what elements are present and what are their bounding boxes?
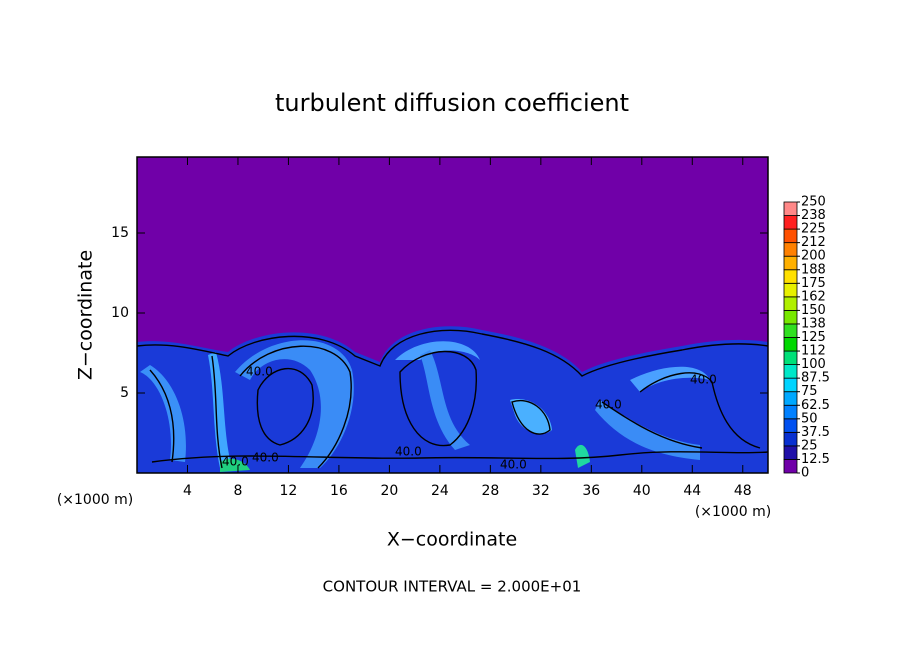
colorbar-swatch: [783, 391, 798, 406]
plot-frame: [136, 156, 769, 474]
colorbar-swatch: [783, 242, 798, 257]
x-tick-label: 36: [582, 483, 600, 499]
x-tick-label: 48: [734, 483, 752, 499]
colorbar-tick-label: 87.5: [801, 371, 830, 386]
colorbar-swatch: [783, 445, 798, 460]
contour-label: 40.0: [690, 373, 717, 387]
colorbar-tick-label: 100: [801, 357, 826, 372]
contour-label: 40.0: [595, 398, 622, 412]
field-region: [395, 341, 480, 360]
field-region: [137, 326, 768, 473]
x-axis-label: X−coordinate: [387, 529, 517, 551]
colorbar-tick-label: 175: [801, 276, 826, 291]
x-tick-label: 16: [330, 483, 348, 499]
colorbar-swatch: [783, 364, 798, 379]
chart-title: turbulent diffusion coefficient: [275, 89, 629, 117]
colorbar-tick-label: 75: [801, 384, 818, 399]
contour-label: 40.0: [222, 455, 249, 469]
x-tick-label: 28: [481, 483, 499, 499]
x-tick-label: 24: [431, 483, 449, 499]
colorbar-tick-label: 112: [801, 344, 826, 359]
x-tick-label: 40: [633, 483, 651, 499]
colorbar-tick-label: 200: [801, 249, 826, 264]
field-region: [575, 444, 590, 468]
footer-note: CONTOUR INTERVAL = 2.000E+01: [323, 578, 582, 596]
contour-label: 40.0: [246, 365, 273, 379]
x-tick-label: 12: [280, 483, 298, 499]
x-tick-label: 32: [532, 483, 550, 499]
colorbar-tick-label: 0: [801, 466, 809, 481]
contour-label: 40.0: [252, 451, 279, 465]
colorbar-swatch: [783, 377, 798, 393]
colorbar-swatch: [783, 201, 798, 216]
colorbar-tick-label: 212: [801, 235, 826, 250]
field-region: [510, 399, 552, 435]
y-axis-label: Z−coordinate: [75, 250, 97, 380]
colorbar-tick-label: 62.5: [801, 398, 830, 413]
y-tick-label: 10: [111, 305, 129, 321]
x-unit-label: (×1000 m): [57, 492, 133, 508]
x-unit-label: (×1000 m): [695, 504, 771, 520]
colorbar-swatch: [783, 296, 798, 311]
contour-lines: [136, 329, 769, 469]
colorbar-swatch: [783, 350, 798, 365]
colorbar-tick-label: 188: [801, 262, 826, 277]
colorbar-tick-label: 238: [801, 208, 826, 223]
colorbar-tick-label: 12.5: [801, 452, 830, 467]
field-region: [420, 350, 470, 450]
colorbar-swatch: [783, 323, 798, 338]
colorbar-swatch: [783, 431, 798, 447]
colorbar-swatch: [783, 459, 798, 474]
colorbar-swatch: [783, 337, 798, 352]
colorbar-tick-label: 138: [801, 316, 826, 331]
y-tick-label: 15: [111, 225, 129, 241]
x-tick-label: 20: [380, 483, 398, 499]
field-region: [220, 458, 250, 472]
colorbar-swatch: [783, 404, 798, 420]
colorbar-swatch: [783, 228, 798, 244]
field-region: [235, 340, 354, 468]
colorbar-tick-label: 225: [801, 222, 826, 237]
colorbar-swatch: [783, 309, 798, 325]
colorbar-tick-label: 25: [801, 438, 818, 453]
x-tick-label: 8: [233, 483, 242, 499]
contour-label: 40.0: [395, 445, 422, 459]
contour-label: 40.0: [500, 458, 527, 472]
colorbar-swatch: [783, 215, 798, 230]
colorbar-tick-label: 125: [801, 330, 826, 345]
colorbar-tick-label: 50: [801, 411, 818, 426]
x-tick-label: 4: [183, 483, 192, 499]
colorbar-swatch: [783, 269, 798, 284]
contour-labels: 40.0 40.0 40.0 40.0 40.0 40.0 40.0: [222, 365, 717, 472]
colorbar-swatch: [783, 418, 798, 433]
x-tick-label: 44: [683, 483, 701, 499]
colorbar-tick-label: 250: [801, 195, 826, 210]
colorbar-swatch: [783, 255, 798, 271]
colorbar-tick-label: 162: [801, 289, 826, 304]
y-tick-label: 5: [120, 385, 129, 401]
colorbar-tick-label: 37.5: [801, 425, 830, 440]
colorbar-swatch: [783, 282, 798, 298]
colorbar-tick-label: 150: [801, 303, 826, 318]
